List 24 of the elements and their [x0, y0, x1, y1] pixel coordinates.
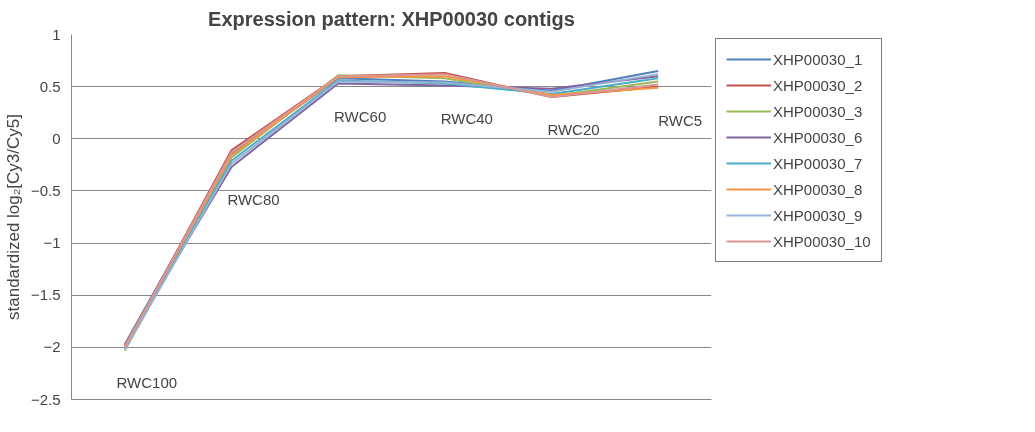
y-tick-label: 1: [52, 25, 61, 43]
legend-label: XHP00030_8: [773, 180, 863, 198]
y-tick-label: −2: [43, 338, 61, 356]
legend-label: XHP00030_2: [773, 76, 863, 94]
x-tick-label: RWC60: [334, 107, 387, 125]
y-tick-label: −1: [43, 234, 61, 252]
legend-label: XHP00030_10: [773, 232, 871, 250]
y-tick-label: 0: [52, 129, 61, 147]
y-tick-label: −0.5: [30, 181, 61, 199]
x-tick-label: RWC40: [440, 109, 493, 127]
y-tick-label: −1.5: [30, 286, 61, 304]
legend-label: XHP00030_6: [773, 128, 863, 146]
x-tick-label: RWC100: [116, 374, 178, 392]
y-axis-title: standardized log₂[Cy3/Cy5]: [3, 114, 23, 320]
chart-title: Expression pattern: XHP00030 contigs: [208, 7, 575, 30]
legend-label: XHP00030_9: [773, 206, 863, 224]
x-tick-label: RWC5: [658, 111, 703, 129]
x-tick-label: RWC80: [227, 190, 280, 208]
y-tick-label: −2.5: [30, 390, 61, 408]
y-tick-label: 0.5: [39, 77, 61, 95]
legend-label: XHP00030_1: [773, 50, 863, 68]
legend-label: XHP00030_7: [773, 154, 863, 172]
x-tick-label: RWC20: [547, 121, 600, 139]
legend-label: XHP00030_3: [773, 102, 863, 120]
